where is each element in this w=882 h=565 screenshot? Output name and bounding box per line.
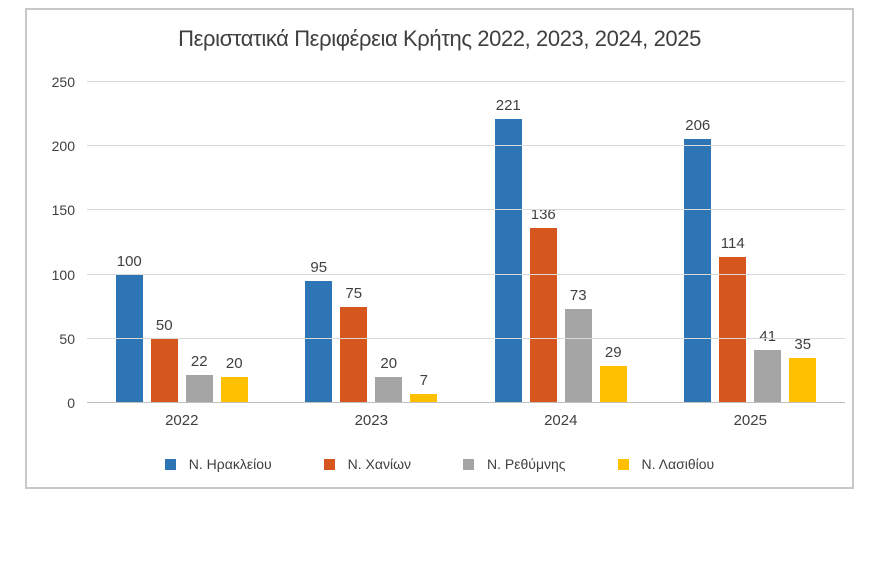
legend-label: Ν. Λασιθίου bbox=[641, 456, 715, 472]
barwrap-2022-series2: 22 bbox=[185, 82, 213, 403]
x-axis-label-2024: 2024 bbox=[544, 412, 578, 429]
bar-value-label: 114 bbox=[720, 234, 745, 252]
barwrap-2023-series0: 95 bbox=[305, 82, 333, 403]
chart-container: Περιστατικά Περιφέρεια Κρήτης 2022, 2023… bbox=[25, 8, 854, 489]
source-note: Πηγή: ΕΦΑΡΜΟΓΗ "ΕΝΔΟΟΙΚΟΓΕΝΕΙΑΚΗΣ ΒΙΑΣ" … bbox=[25, 511, 820, 565]
gridline-0 bbox=[87, 402, 845, 403]
legend-marker-icon bbox=[463, 458, 475, 470]
x-axis-labels: 2022 2023 2024 2025 bbox=[87, 412, 845, 429]
barwrap-2022-series3: 20 bbox=[220, 82, 248, 403]
bar-value-label: 7 bbox=[419, 372, 428, 390]
legend: Ν. Ηρακλείου Ν. Χανίων Ν. Ρεθύμνης Ν. Λασιθ… bbox=[27, 456, 852, 472]
bar-value-label: 75 bbox=[345, 284, 363, 302]
legend-label: Ν. Ρεθύμνης bbox=[487, 456, 566, 472]
legend-marker-icon bbox=[164, 458, 176, 470]
legend-marker-icon bbox=[323, 458, 335, 470]
barwrap-2023-series3: 7 bbox=[410, 82, 438, 403]
bar-group-2024: 221 136 73 29 bbox=[466, 82, 656, 403]
gridline-250 bbox=[87, 81, 845, 82]
bar-2022-series1 bbox=[150, 338, 178, 403]
bar-value-label: 35 bbox=[794, 336, 812, 354]
barwrap-2024-series1: 136 bbox=[529, 82, 557, 403]
y-tick-label-0: 0 bbox=[67, 395, 75, 411]
bar-2025-series2 bbox=[754, 350, 782, 403]
bar-value-label: 206 bbox=[685, 116, 711, 134]
bar-2025-series0 bbox=[684, 138, 712, 403]
y-tick-label-100: 100 bbox=[51, 266, 75, 283]
barwrap-2022-series0: 100 bbox=[115, 82, 143, 403]
gridline-50 bbox=[87, 337, 845, 339]
bar-2023-series1 bbox=[340, 306, 368, 403]
bar-value-label: 29 bbox=[604, 343, 622, 361]
bar-2023-series2 bbox=[375, 377, 403, 403]
y-tick-label-150: 150 bbox=[51, 202, 75, 219]
bar-value-label: 73 bbox=[569, 287, 587, 305]
bar-2023-series0 bbox=[305, 281, 333, 403]
bar-2024-series3 bbox=[599, 365, 627, 403]
bar-value-label: 50 bbox=[155, 316, 173, 334]
gridline-100 bbox=[87, 273, 845, 275]
bar-2024-series2 bbox=[564, 309, 592, 403]
bar-value-label: 100 bbox=[116, 252, 142, 270]
barwrap-2025-series0: 206 bbox=[684, 82, 712, 403]
bar-value-label: 221 bbox=[495, 97, 521, 115]
source-note-line1: Πηγή: ΕΦΑΡΜΟΓΗ "ΕΝΔΟΟΙΚΟΓΕΝΕΙΑΚΗΣ ΒΙΑΣ" … bbox=[25, 561, 820, 565]
legend-item-series0: Ν. Ηρακλείου bbox=[164, 456, 272, 472]
bar-2022-series3 bbox=[220, 377, 248, 403]
x-axis-label-2023: 2023 bbox=[354, 412, 388, 429]
x-axis-label-2022: 2022 bbox=[165, 412, 199, 429]
bar-value-label: 95 bbox=[310, 259, 328, 277]
legend-marker-icon bbox=[617, 458, 629, 470]
barwrap-2022-series1: 50 bbox=[150, 82, 178, 403]
bar-2023-series3 bbox=[410, 394, 438, 403]
bar-2025-series3 bbox=[789, 358, 817, 403]
plot-area: 100 50 22 20 95 75 20 7 221 136 73 29 206 114 41 35 0 50… bbox=[52, 74, 845, 411]
x-axis-label-2025: 2025 bbox=[733, 412, 767, 429]
bar-group-2025: 206 114 41 35 bbox=[656, 82, 846, 403]
barwrap-2024-series2: 73 bbox=[564, 82, 592, 403]
barwrap-2025-series1: 114 bbox=[719, 82, 747, 403]
legend-item-series3: Ν. Λασιθίου bbox=[617, 456, 715, 472]
chart-title: Περιστατικά Περιφέρεια Κρήτης 2022, 2023… bbox=[178, 26, 701, 51]
barwrap-2025-series2: 41 bbox=[754, 82, 782, 403]
legend-label: Ν. Ηρακλείου bbox=[188, 456, 272, 472]
bar-2022-series2 bbox=[185, 374, 213, 403]
legend-item-series2: Ν. Ρεθύμνης bbox=[463, 456, 566, 472]
barwrap-2024-series0: 221 bbox=[494, 82, 522, 403]
bar-value-label: 41 bbox=[759, 328, 777, 346]
barwrap-2024-series3: 29 bbox=[599, 82, 627, 403]
bar-value-label: 20 bbox=[380, 355, 398, 373]
y-tick-label-250: 250 bbox=[51, 74, 75, 90]
gridline-200 bbox=[87, 145, 845, 147]
barwrap-2023-series1: 75 bbox=[340, 82, 368, 403]
bar-value-label: 20 bbox=[225, 355, 243, 373]
barwrap-2025-series3: 35 bbox=[789, 82, 817, 403]
bar-2025-series1 bbox=[719, 256, 747, 403]
bar-group-2023: 95 75 20 7 bbox=[277, 82, 467, 403]
legend-item-series1: Ν. Χανίων bbox=[323, 456, 412, 472]
barwrap-2023-series2: 20 bbox=[375, 82, 403, 403]
gridline-150 bbox=[87, 209, 845, 211]
y-tick-label-200: 200 bbox=[51, 138, 75, 155]
bar-value-label: 136 bbox=[530, 206, 556, 224]
bar-value-label: 22 bbox=[190, 352, 208, 370]
y-tick-label-50: 50 bbox=[59, 330, 75, 347]
bar-2024-series1 bbox=[529, 228, 557, 403]
bar-group-2022: 100 50 22 20 bbox=[87, 82, 277, 403]
legend-label: Ν. Χανίων bbox=[347, 456, 412, 472]
bar-groups: 100 50 22 20 95 75 20 7 221 136 73 29 206 114 41 35 bbox=[87, 82, 845, 403]
bar-2024-series0 bbox=[494, 119, 522, 403]
